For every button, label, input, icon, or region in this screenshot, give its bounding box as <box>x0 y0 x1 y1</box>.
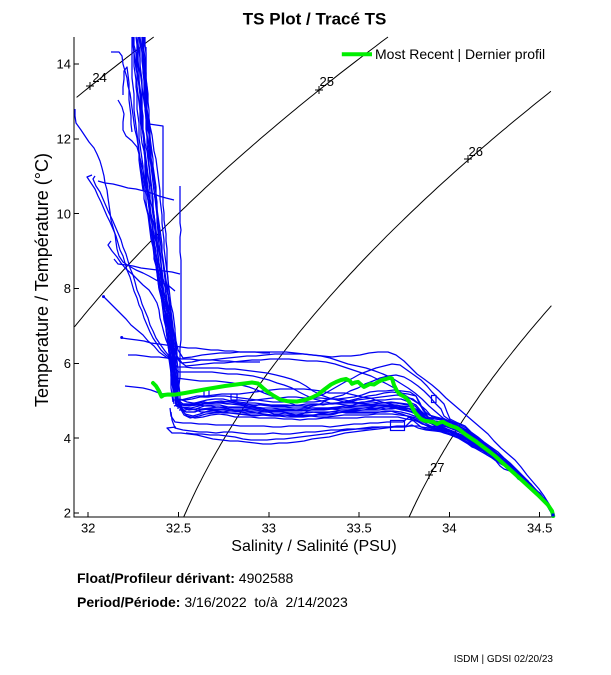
svg-text:25: 25 <box>320 74 334 89</box>
svg-text:33.5: 33.5 <box>346 521 371 536</box>
svg-text:Most Recent | Dernier profil: Most Recent | Dernier profil <box>375 46 545 62</box>
svg-text:26: 26 <box>469 144 483 159</box>
svg-text:12: 12 <box>57 132 71 147</box>
svg-text:8: 8 <box>64 281 71 296</box>
svg-text:Temperature / Température (°C): Temperature / Température (°C) <box>32 153 52 407</box>
svg-text:34.5: 34.5 <box>527 521 552 536</box>
svg-text:TS Plot / Tracé TS: TS Plot / Tracé TS <box>243 10 387 29</box>
svg-text:33: 33 <box>262 521 276 536</box>
svg-text:32.5: 32.5 <box>166 521 191 536</box>
svg-text:34: 34 <box>442 521 456 536</box>
svg-text:4: 4 <box>64 431 71 446</box>
svg-text:2: 2 <box>64 506 71 521</box>
svg-text:Float/Profileur dérivant: 4902: Float/Profileur dérivant: 4902588 <box>77 570 294 586</box>
svg-text:32: 32 <box>81 521 95 536</box>
svg-text:6: 6 <box>64 356 71 371</box>
svg-text:Period/Période: 3/16/2022 to/: Period/Période: 3/16/2022 to/à 2/14/2023 <box>77 594 348 610</box>
svg-text:10: 10 <box>57 206 71 221</box>
svg-text:ISDM | GDSI 02/20/23: ISDM | GDSI 02/20/23 <box>454 654 554 665</box>
svg-text:14: 14 <box>57 57 71 72</box>
svg-text:24: 24 <box>92 70 106 85</box>
svg-text:27: 27 <box>430 460 444 475</box>
svg-text:Salinity / Salinité (PSU): Salinity / Salinité (PSU) <box>231 538 396 555</box>
